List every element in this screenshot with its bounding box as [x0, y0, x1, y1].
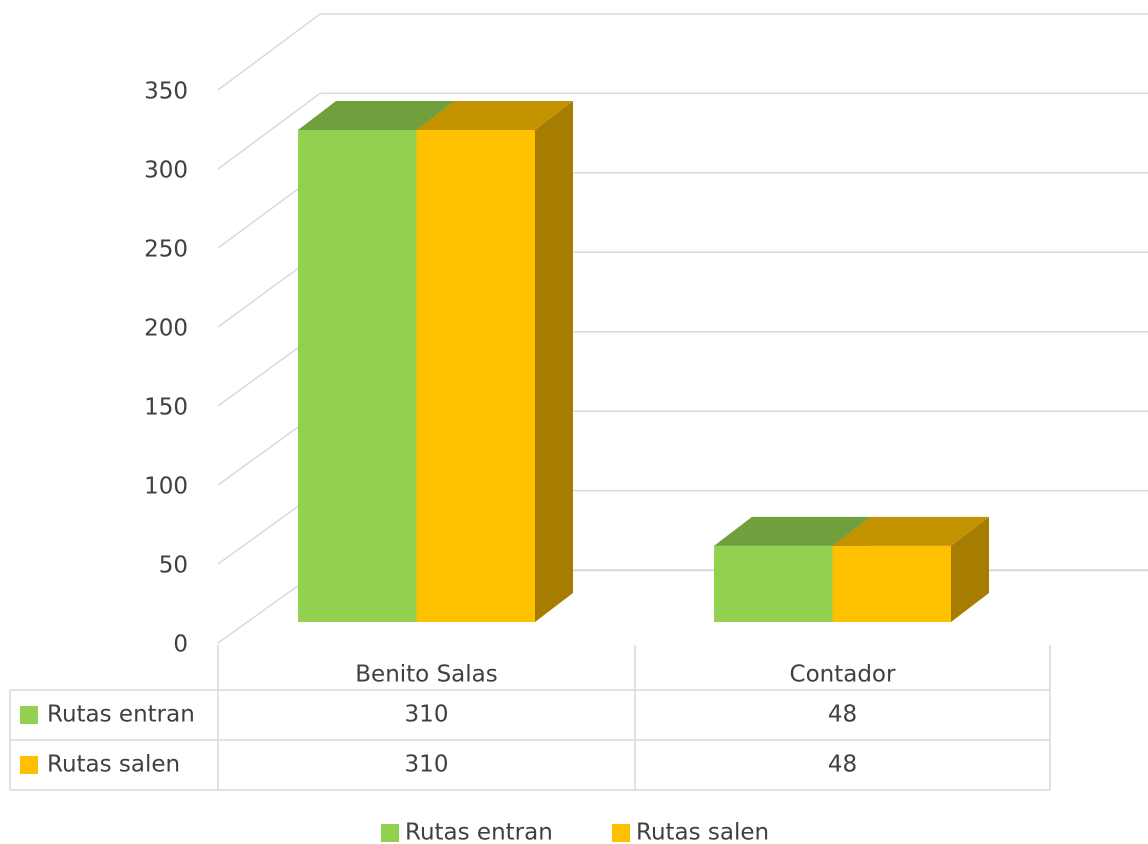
table-cell: 48 [828, 702, 857, 728]
table-cell: 310 [405, 752, 449, 778]
table-row-label: Rutas salen [47, 752, 180, 778]
y-tick-label: 50 [159, 553, 188, 579]
legend-key [381, 824, 399, 842]
legend-label: Rutas entran [405, 820, 553, 844]
grid-line [217, 92, 321, 170]
y-tick-label: 200 [144, 316, 188, 342]
y-tick-label: 100 [144, 474, 188, 500]
x-tick-label: Contador [790, 662, 896, 688]
legend-key [612, 824, 630, 842]
y-tick-label: 0 [173, 632, 188, 658]
bar-top [832, 516, 989, 546]
y-tick-label: 350 [144, 79, 188, 105]
grid-line [217, 13, 321, 91]
table-cell: 310 [405, 702, 449, 728]
bar [832, 545, 951, 622]
bar-side [535, 100, 573, 622]
legend-label: Rutas salen [636, 820, 769, 844]
table-row-label: Rutas entran [47, 702, 195, 728]
y-tick-label: 150 [144, 395, 188, 421]
x-tick-label: Benito Salas [355, 662, 497, 688]
bar-top [298, 100, 455, 130]
bar [714, 545, 833, 622]
y-tick-label: 250 [144, 237, 188, 263]
table-legend-key [20, 756, 38, 774]
bar [298, 129, 417, 622]
table-cell: 48 [828, 752, 857, 778]
bar [416, 129, 535, 622]
y-tick-label: 300 [144, 158, 188, 184]
bar-top [714, 516, 871, 546]
bar-side [951, 516, 989, 622]
table-legend-key [20, 706, 38, 724]
bar-top [416, 100, 573, 130]
